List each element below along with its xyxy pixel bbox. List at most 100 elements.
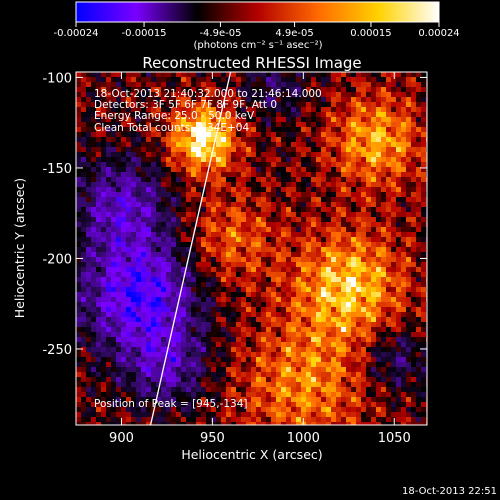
heatmap-cell xyxy=(311,342,316,347)
heatmap-cell xyxy=(216,82,221,87)
heatmap-cell xyxy=(266,107,271,112)
heatmap-cell xyxy=(391,207,396,212)
heatmap-cell xyxy=(386,267,391,272)
heatmap-cell xyxy=(421,137,426,142)
heatmap-cell xyxy=(396,232,401,237)
heatmap-cell xyxy=(281,102,286,107)
heatmap-cell xyxy=(261,352,266,357)
heatmap-cell xyxy=(251,302,256,307)
heatmap-cell xyxy=(371,217,376,222)
heatmap-cell xyxy=(81,237,86,242)
heatmap-cell xyxy=(371,342,376,347)
heatmap-cell xyxy=(416,307,421,312)
heatmap-cell xyxy=(81,102,86,107)
heatmap-cell xyxy=(356,307,361,312)
heatmap-cell xyxy=(266,272,271,277)
heatmap-cell xyxy=(221,192,226,197)
heatmap-cell xyxy=(166,332,171,337)
heatmap-cell xyxy=(296,142,301,147)
heatmap-cell xyxy=(121,177,126,182)
heatmap-cell xyxy=(351,132,356,137)
heatmap-cell xyxy=(316,202,321,207)
heatmap-cell xyxy=(351,397,356,402)
heatmap-cell xyxy=(356,192,361,197)
heatmap-cell xyxy=(121,337,126,342)
heatmap-cell xyxy=(76,142,81,147)
heatmap-cell xyxy=(131,247,136,252)
heatmap-cell xyxy=(391,342,396,347)
heatmap-cell xyxy=(361,402,366,407)
heatmap-cell xyxy=(206,177,211,182)
heatmap-cell xyxy=(206,392,211,397)
heatmap-cell xyxy=(391,312,396,317)
heatmap-cell xyxy=(111,272,116,277)
heatmap-cell xyxy=(156,267,161,272)
heatmap-cell xyxy=(181,127,186,132)
heatmap-cell xyxy=(406,292,411,297)
heatmap-cell xyxy=(231,207,236,212)
heatmap-cell xyxy=(316,322,321,327)
heatmap-cell xyxy=(191,257,196,262)
heatmap-cell xyxy=(161,267,166,272)
heatmap-cell xyxy=(136,262,141,267)
heatmap-cell xyxy=(236,192,241,197)
heatmap-cell xyxy=(416,322,421,327)
heatmap-cell xyxy=(276,187,281,192)
heatmap-cell xyxy=(236,217,241,222)
heatmap-cell xyxy=(191,352,196,357)
heatmap-cell xyxy=(241,342,246,347)
heatmap-cell xyxy=(171,172,176,177)
heatmap-cell xyxy=(231,247,236,252)
heatmap-cell xyxy=(236,267,241,272)
heatmap-cell xyxy=(136,167,141,172)
heatmap-cell xyxy=(311,152,316,157)
heatmap-cell xyxy=(396,317,401,322)
heatmap-cell xyxy=(146,187,151,192)
heatmap-cell xyxy=(76,172,81,177)
heatmap-cell xyxy=(391,152,396,157)
heatmap-cell xyxy=(126,177,131,182)
heatmap-cell xyxy=(141,157,146,162)
heatmap-cell xyxy=(271,352,276,357)
heatmap-cell xyxy=(161,72,166,77)
heatmap-cell xyxy=(216,272,221,277)
heatmap-cell xyxy=(346,372,351,377)
heatmap-cell xyxy=(266,367,271,372)
heatmap-cell xyxy=(136,172,141,177)
heatmap-cell xyxy=(406,277,411,282)
heatmap-cell xyxy=(246,367,251,372)
heatmap-cell xyxy=(276,402,281,407)
heatmap-cell xyxy=(376,267,381,272)
heatmap-cell xyxy=(226,132,231,137)
heatmap-cell xyxy=(401,157,406,162)
heatmap-cell xyxy=(166,102,171,107)
heatmap-cell xyxy=(286,312,291,317)
heatmap-cell xyxy=(116,162,121,167)
heatmap-cell xyxy=(311,347,316,352)
heatmap-cell xyxy=(421,252,426,257)
heatmap-cell xyxy=(121,187,126,192)
heatmap-cell xyxy=(221,322,226,327)
heatmap-cell xyxy=(86,82,91,87)
heatmap-cell xyxy=(96,362,101,367)
heatmap-cell xyxy=(351,92,356,97)
heatmap-cell xyxy=(121,252,126,257)
heatmap-cell xyxy=(196,307,201,312)
heatmap-cell xyxy=(121,332,126,337)
heatmap-cell xyxy=(206,82,211,87)
heatmap-cell xyxy=(296,362,301,367)
heatmap-cell xyxy=(121,137,126,142)
heatmap-cell xyxy=(101,407,106,412)
heatmap-cell xyxy=(131,127,136,132)
heatmap-cell xyxy=(221,407,226,412)
heatmap-cell xyxy=(86,412,91,417)
heatmap-cell xyxy=(76,132,81,137)
heatmap-cell xyxy=(136,197,141,202)
heatmap-cell xyxy=(116,332,121,337)
heatmap-cell xyxy=(356,137,361,142)
heatmap-cell xyxy=(301,292,306,297)
heatmap-cell xyxy=(261,387,266,392)
heatmap-cell xyxy=(371,152,376,157)
heatmap-cell xyxy=(326,297,331,302)
heatmap-cell xyxy=(301,202,306,207)
